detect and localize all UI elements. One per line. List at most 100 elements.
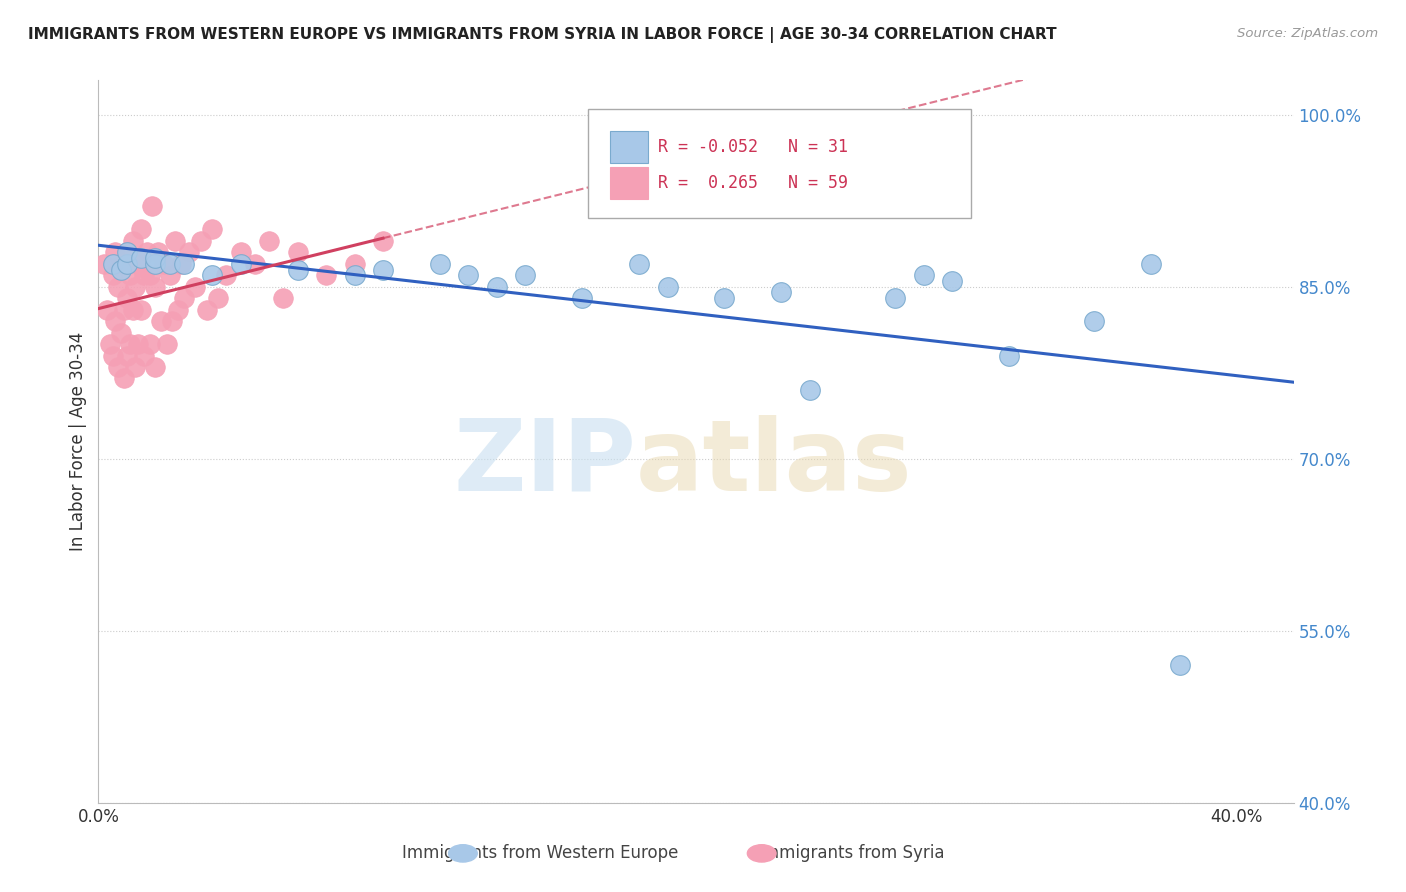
Point [101,257,124,271]
Point [273,291,295,305]
FancyBboxPatch shape [610,167,648,199]
Point [571,291,593,305]
Point [941,274,963,288]
Point [1083,314,1105,328]
Point [121,302,143,317]
Point [132,349,155,363]
Point [148,245,170,260]
Circle shape [748,845,776,862]
Point [115,291,138,305]
Text: Immigrants from Syria: Immigrants from Syria [758,845,945,863]
Point [195,302,218,317]
Point [129,222,152,236]
Point [457,268,479,283]
Point [429,257,451,271]
Point [884,291,907,305]
Point [121,234,143,248]
Point [107,279,129,293]
Circle shape [449,845,477,862]
Point [190,234,212,248]
Text: atlas: atlas [637,415,912,512]
Point [124,279,146,293]
Point [101,349,124,363]
Point [170,257,193,271]
Point [998,349,1021,363]
Point [287,245,309,260]
Point [167,302,190,317]
Point [129,302,152,317]
Point [229,257,252,271]
Point [229,245,252,260]
Point [257,234,280,248]
Point [485,279,508,293]
Point [657,279,679,293]
Point [173,257,195,271]
Point [628,257,651,271]
Text: R =  0.265   N = 59: R = 0.265 N = 59 [658,174,848,192]
Point [184,279,207,293]
Point [315,268,337,283]
Point [153,257,176,271]
Point [104,314,127,328]
Point [243,257,266,271]
Point [93,257,115,271]
Point [799,383,821,397]
Point [162,314,184,328]
Point [107,359,129,374]
Point [138,268,160,283]
Point [150,314,173,328]
Point [115,245,138,260]
Point [112,371,135,385]
Point [96,302,118,317]
Point [129,251,152,265]
Y-axis label: In Labor Force | Age 30-34: In Labor Force | Age 30-34 [69,332,87,551]
Point [118,337,141,351]
Point [127,257,149,271]
Point [143,251,166,265]
Point [118,268,141,283]
Point [127,337,149,351]
Point [515,268,537,283]
Point [156,337,179,351]
Text: Immigrants from Western Europe: Immigrants from Western Europe [402,845,679,863]
Point [143,359,166,374]
FancyBboxPatch shape [589,109,972,218]
Point [713,291,735,305]
Point [115,349,138,363]
Point [159,257,181,271]
Point [201,222,224,236]
Point [135,245,157,260]
Point [770,285,793,300]
Point [201,268,224,283]
Point [179,245,201,260]
Point [98,337,121,351]
Point [173,291,195,305]
Point [371,234,394,248]
Point [112,302,135,317]
Text: Source: ZipAtlas.com: Source: ZipAtlas.com [1237,27,1378,40]
Point [207,291,229,305]
Point [138,337,160,351]
Point [110,262,132,277]
Point [165,234,187,248]
Point [159,268,181,283]
Point [124,359,146,374]
Point [101,268,124,283]
Point [115,257,138,271]
Point [104,245,127,260]
Text: ZIP: ZIP [453,415,637,512]
Text: R = -0.052   N = 31: R = -0.052 N = 31 [658,137,848,156]
Point [343,268,366,283]
Point [1168,658,1191,673]
Point [1140,257,1163,271]
Point [110,326,132,340]
Point [215,268,238,283]
Point [115,245,138,260]
Point [343,257,366,271]
Point [132,268,155,283]
Point [110,257,132,271]
Point [143,279,166,293]
Point [287,262,309,277]
Point [141,199,163,213]
Point [143,257,166,271]
